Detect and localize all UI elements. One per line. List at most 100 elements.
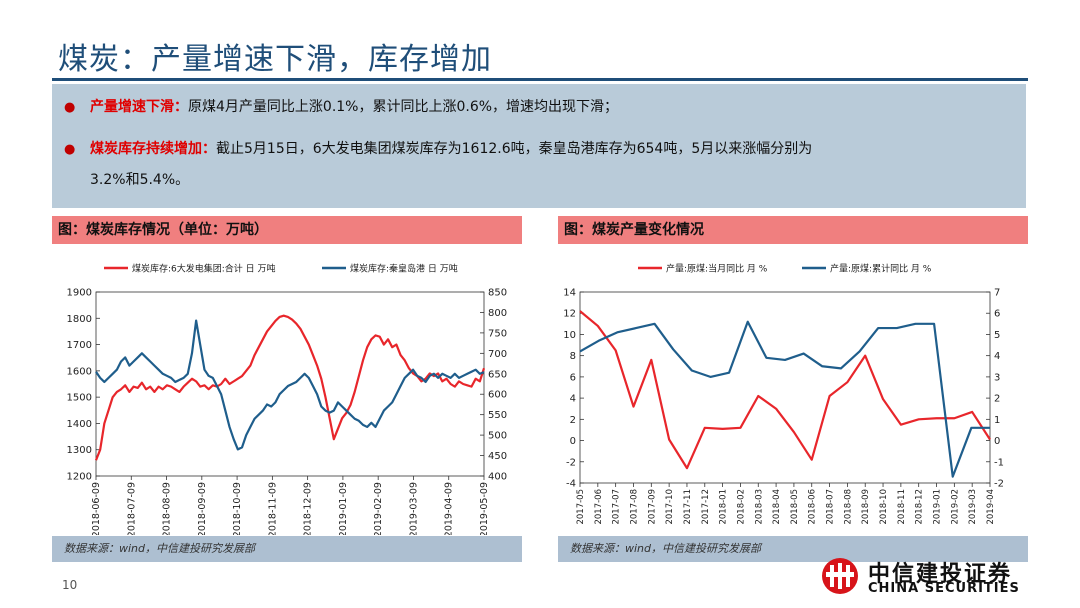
title-divider (52, 78, 1028, 81)
x-tick-label: 2018-10 (879, 489, 889, 525)
bullet-highlight: 产量增速下滑： (90, 99, 188, 115)
summary-box: ● 产量增速下滑：原煤4月产量同比上涨0.1%，累计同比上涨0.6%，增速均出现下… (52, 84, 1026, 208)
logo-text-cn: 中信建投证券 (868, 562, 1013, 587)
x-tick-label: 2019-03-09 (408, 482, 419, 535)
logo-emblem-icon (822, 558, 858, 594)
y-right-tick-label: 650 (488, 369, 507, 380)
y-left-tick-label: 1800 (67, 314, 92, 325)
y-right-tick-label: 6 (994, 309, 1000, 320)
bullet-text: 截止5月15日，6大发电集团煤炭库存为1612.6吨，秦皇岛港库存为654吨，5… (216, 141, 813, 157)
bullet-continuation: 3.2%和5.4%。 (90, 172, 190, 188)
x-tick-label: 2017-09 (647, 489, 657, 525)
company-logo: 中信建投证券 CHINA SECURITIES (820, 556, 1050, 598)
x-tick-label: 2018-07 (826, 489, 836, 525)
bullet-icon: ● (64, 100, 76, 115)
inventory-chart: 1200 1300 1400 1500 1600 1700 1800 1900 400 450 50… (67, 263, 508, 536)
x-tick-label: 2018-11-09 (267, 482, 278, 535)
y-right-tick-label: -2 (994, 479, 1004, 490)
x-tick-label: 2017-07 (612, 489, 622, 525)
y-left-tick-label: 1700 (67, 340, 92, 351)
y-left-tick-label: 12 (563, 309, 576, 320)
y-left-tick-label: 1500 (67, 393, 92, 404)
y-left-tick-label: 14 (563, 288, 576, 299)
y-left-tick-label: -4 (566, 479, 576, 490)
left-panel-title: 图：煤炭库存情况（单位：万吨） (52, 216, 522, 244)
bullet-highlight: 煤炭库存持续增加： (90, 141, 216, 157)
y-left-tick-label: 4 (570, 394, 576, 405)
x-tick-label: 2018-01 (719, 489, 729, 525)
y-right-tick-label: 500 (488, 431, 507, 442)
x-tick-label: 2018-09-09 (197, 482, 208, 535)
y-left-tick-label: 10 (563, 330, 576, 341)
x-tick-label: 2018-12 (915, 489, 925, 525)
y-right-tick-label: 5 (994, 330, 1000, 341)
y-left-tick-label: 1200 (67, 472, 92, 483)
bullet-item: ● 煤炭库存持续增加：截止5月15日，6大发电集团煤炭库存为1612.6吨，秦皇岛… (64, 138, 812, 191)
x-tick-label: 2019-02-09 (373, 482, 384, 535)
x-tick-label: 2018-08 (843, 489, 853, 525)
x-tick-label: 2018-06-09 (91, 482, 102, 535)
y-right-tick-label: 4 (994, 351, 1000, 362)
x-tick-label: 2019-03 (968, 489, 978, 525)
y-left-tick-label: 1300 (67, 445, 92, 456)
x-tick-label: 2017-11 (683, 489, 693, 525)
x-tick-label: 2019-04-09 (444, 482, 455, 535)
y-left-tick-label: 2 (570, 415, 576, 426)
y-left-tick-label: 0 (570, 436, 576, 447)
y-right-tick-label: -1 (994, 457, 1004, 468)
x-tick-label: 2017-08 (629, 489, 639, 525)
left-source-note: 数据来源：wind，中信建投研究发展部 (52, 536, 522, 562)
x-tick-label: 2019-01 (933, 489, 943, 525)
y-right-tick-label: 450 (488, 451, 507, 462)
legend-label-2: 产量:原煤:累计同比 月 % (830, 263, 932, 275)
y-left-tick-label: 8 (570, 351, 576, 362)
series-line-2 (95, 319, 485, 451)
page-number: 10 (62, 578, 78, 592)
x-tick-label: 2017-12 (701, 489, 711, 525)
y-right-tick-label: 700 (488, 349, 507, 360)
y-right-tick-label: 3 (994, 372, 1000, 383)
legend-label-1: 产量:原煤:当月同比 月 % (666, 263, 768, 275)
x-tick-label: 2019-05-09 (479, 482, 490, 535)
x-tick-label: 2018-06 (808, 489, 818, 525)
y-left-tick-label: 1900 (67, 288, 92, 299)
y-right-tick-label: 1 (994, 415, 1000, 426)
legend-label-2: 煤炭库存:秦皇岛港 日 万吨 (350, 263, 458, 275)
legend-label-1: 煤炭库存:6大发电集团:合计 日 万吨 (132, 263, 276, 275)
x-tick-label: 2018-07-09 (126, 482, 137, 535)
plot-frame (95, 291, 485, 477)
series-line-1 (579, 310, 991, 470)
y-right-tick-label: 7 (994, 288, 1000, 299)
x-tick-label: 2017-05 (576, 489, 586, 525)
x-tick-label: 2018-10-09 (232, 482, 243, 535)
y-right-tick-label: 750 (488, 328, 507, 339)
x-tick-label: 2018-05 (790, 489, 800, 525)
x-tick-label: 2018-02 (736, 489, 746, 525)
page-title: 煤炭：产量增速下滑，库存增加 (58, 42, 492, 77)
bullet-text: 原煤4月产量同比上涨0.1%，累计同比上涨0.6%，增速均出现下滑； (188, 99, 619, 115)
y-left-tick-label: -2 (566, 457, 576, 468)
y-right-tick-label: 550 (488, 410, 507, 421)
y-right-tick-label: 600 (488, 390, 507, 401)
x-tick-label: 2018-09 (861, 489, 871, 525)
bullet-item: ● 产量增速下滑：原煤4月产量同比上涨0.1%，累计同比上涨0.6%，增速均出现下… (64, 96, 618, 119)
x-tick-label: 2018-03 (754, 489, 764, 525)
y-left-tick-label: 6 (570, 372, 576, 383)
y-right-tick-label: 800 (488, 308, 507, 319)
x-tick-label: 2017-06 (594, 489, 604, 525)
x-tick-label: 2019-02 (950, 489, 960, 525)
series-line-2 (579, 320, 990, 478)
x-tick-label: 2019-04 (986, 489, 996, 525)
y-right-tick-label: 2 (994, 394, 1000, 405)
y-right-tick-label: 850 (488, 288, 507, 299)
y-right-tick-label: 400 (488, 472, 507, 483)
right-panel-title: 图：煤炭产量变化情况 (558, 216, 1028, 244)
y-left-tick-label: 1400 (67, 419, 92, 430)
bullet-icon: ● (64, 142, 76, 157)
x-tick-label: 2018-04 (772, 489, 782, 525)
x-tick-label: 2019-01-09 (338, 482, 349, 535)
x-tick-label: 2017-10 (665, 489, 675, 525)
y-left-tick-label: 1600 (67, 366, 92, 377)
y-right-tick-label: 0 (994, 436, 1000, 447)
x-tick-label: 2018-08-09 (162, 482, 173, 535)
